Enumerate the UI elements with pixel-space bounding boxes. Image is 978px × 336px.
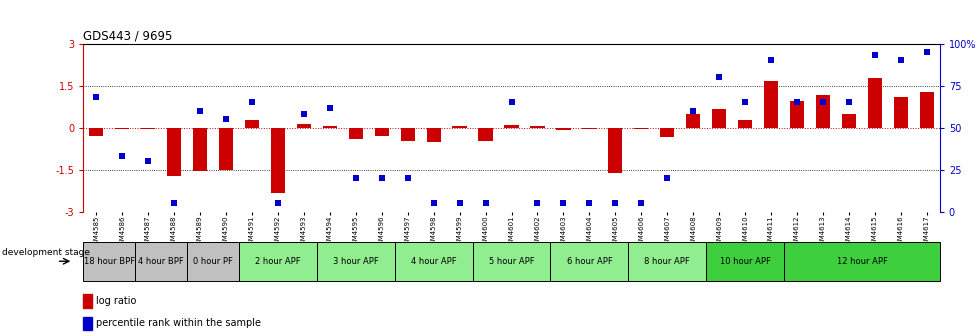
Bar: [659, 128, 674, 137]
Text: log ratio: log ratio: [96, 296, 136, 306]
Point: [763, 58, 778, 63]
Text: development stage: development stage: [2, 248, 90, 257]
Bar: [400, 128, 415, 141]
Bar: [89, 128, 104, 135]
Bar: [317, 242, 394, 281]
Bar: [783, 242, 939, 281]
Point: [425, 201, 441, 206]
Text: 8 hour APF: 8 hour APF: [644, 257, 689, 266]
Text: GDS443 / 9695: GDS443 / 9695: [83, 30, 172, 43]
Bar: [711, 109, 726, 128]
Point: [88, 95, 104, 100]
Bar: [83, 317, 92, 330]
Bar: [219, 128, 233, 170]
Bar: [193, 128, 207, 171]
Bar: [504, 125, 518, 128]
Bar: [187, 242, 239, 281]
Bar: [705, 242, 783, 281]
Bar: [375, 128, 388, 135]
Point: [815, 100, 830, 105]
Bar: [244, 120, 259, 128]
Bar: [634, 128, 647, 129]
Point: [322, 105, 337, 110]
Point: [736, 100, 752, 105]
Bar: [893, 97, 908, 128]
Bar: [271, 128, 285, 194]
Bar: [114, 128, 129, 129]
Bar: [348, 128, 363, 139]
Bar: [530, 126, 544, 128]
Bar: [867, 78, 881, 128]
Point: [659, 175, 675, 181]
Text: 4 hour BPF: 4 hour BPF: [138, 257, 184, 266]
Point: [867, 53, 882, 58]
Bar: [452, 126, 467, 128]
Bar: [426, 128, 440, 142]
Text: 2 hour APF: 2 hour APF: [255, 257, 300, 266]
Bar: [686, 114, 699, 128]
Bar: [323, 126, 336, 128]
Point: [918, 49, 934, 55]
Point: [607, 201, 623, 206]
Text: 6 hour APF: 6 hour APF: [566, 257, 611, 266]
Point: [451, 201, 467, 206]
Text: percentile rank within the sample: percentile rank within the sample: [96, 318, 261, 328]
Bar: [841, 114, 855, 128]
Text: 4 hour APF: 4 hour APF: [411, 257, 456, 266]
Text: 18 hour BPF: 18 hour BPF: [83, 257, 135, 266]
Point: [270, 201, 286, 206]
Point: [892, 58, 908, 63]
Bar: [789, 101, 803, 128]
Point: [399, 175, 415, 181]
Bar: [296, 124, 311, 128]
Point: [711, 75, 727, 80]
Bar: [478, 128, 492, 141]
Point: [374, 175, 389, 181]
Bar: [239, 242, 317, 281]
Point: [840, 100, 856, 105]
Text: 0 hour PF: 0 hour PF: [193, 257, 233, 266]
Point: [192, 108, 207, 114]
Bar: [628, 242, 705, 281]
Point: [556, 201, 571, 206]
Bar: [141, 128, 156, 129]
Bar: [607, 128, 622, 173]
Point: [140, 159, 156, 164]
Bar: [135, 242, 187, 281]
Bar: [556, 128, 570, 130]
Bar: [763, 81, 778, 128]
Point: [685, 108, 700, 114]
Bar: [472, 242, 550, 281]
Bar: [582, 128, 596, 129]
Point: [218, 117, 234, 122]
Point: [581, 201, 597, 206]
Text: 5 hour APF: 5 hour APF: [488, 257, 534, 266]
Point: [114, 154, 130, 159]
Bar: [83, 294, 92, 308]
Bar: [737, 120, 751, 128]
Bar: [167, 128, 181, 176]
Text: 3 hour APF: 3 hour APF: [333, 257, 378, 266]
Point: [347, 175, 363, 181]
Bar: [815, 95, 829, 128]
Text: 10 hour APF: 10 hour APF: [719, 257, 770, 266]
Bar: [83, 242, 135, 281]
Point: [503, 100, 518, 105]
Bar: [550, 242, 628, 281]
Point: [788, 100, 804, 105]
Text: 12 hour APF: 12 hour APF: [835, 257, 886, 266]
Point: [244, 100, 259, 105]
Point: [633, 201, 648, 206]
Point: [529, 201, 545, 206]
Point: [477, 201, 493, 206]
Bar: [394, 242, 472, 281]
Point: [295, 112, 311, 117]
Point: [166, 201, 182, 206]
Bar: [918, 92, 933, 128]
